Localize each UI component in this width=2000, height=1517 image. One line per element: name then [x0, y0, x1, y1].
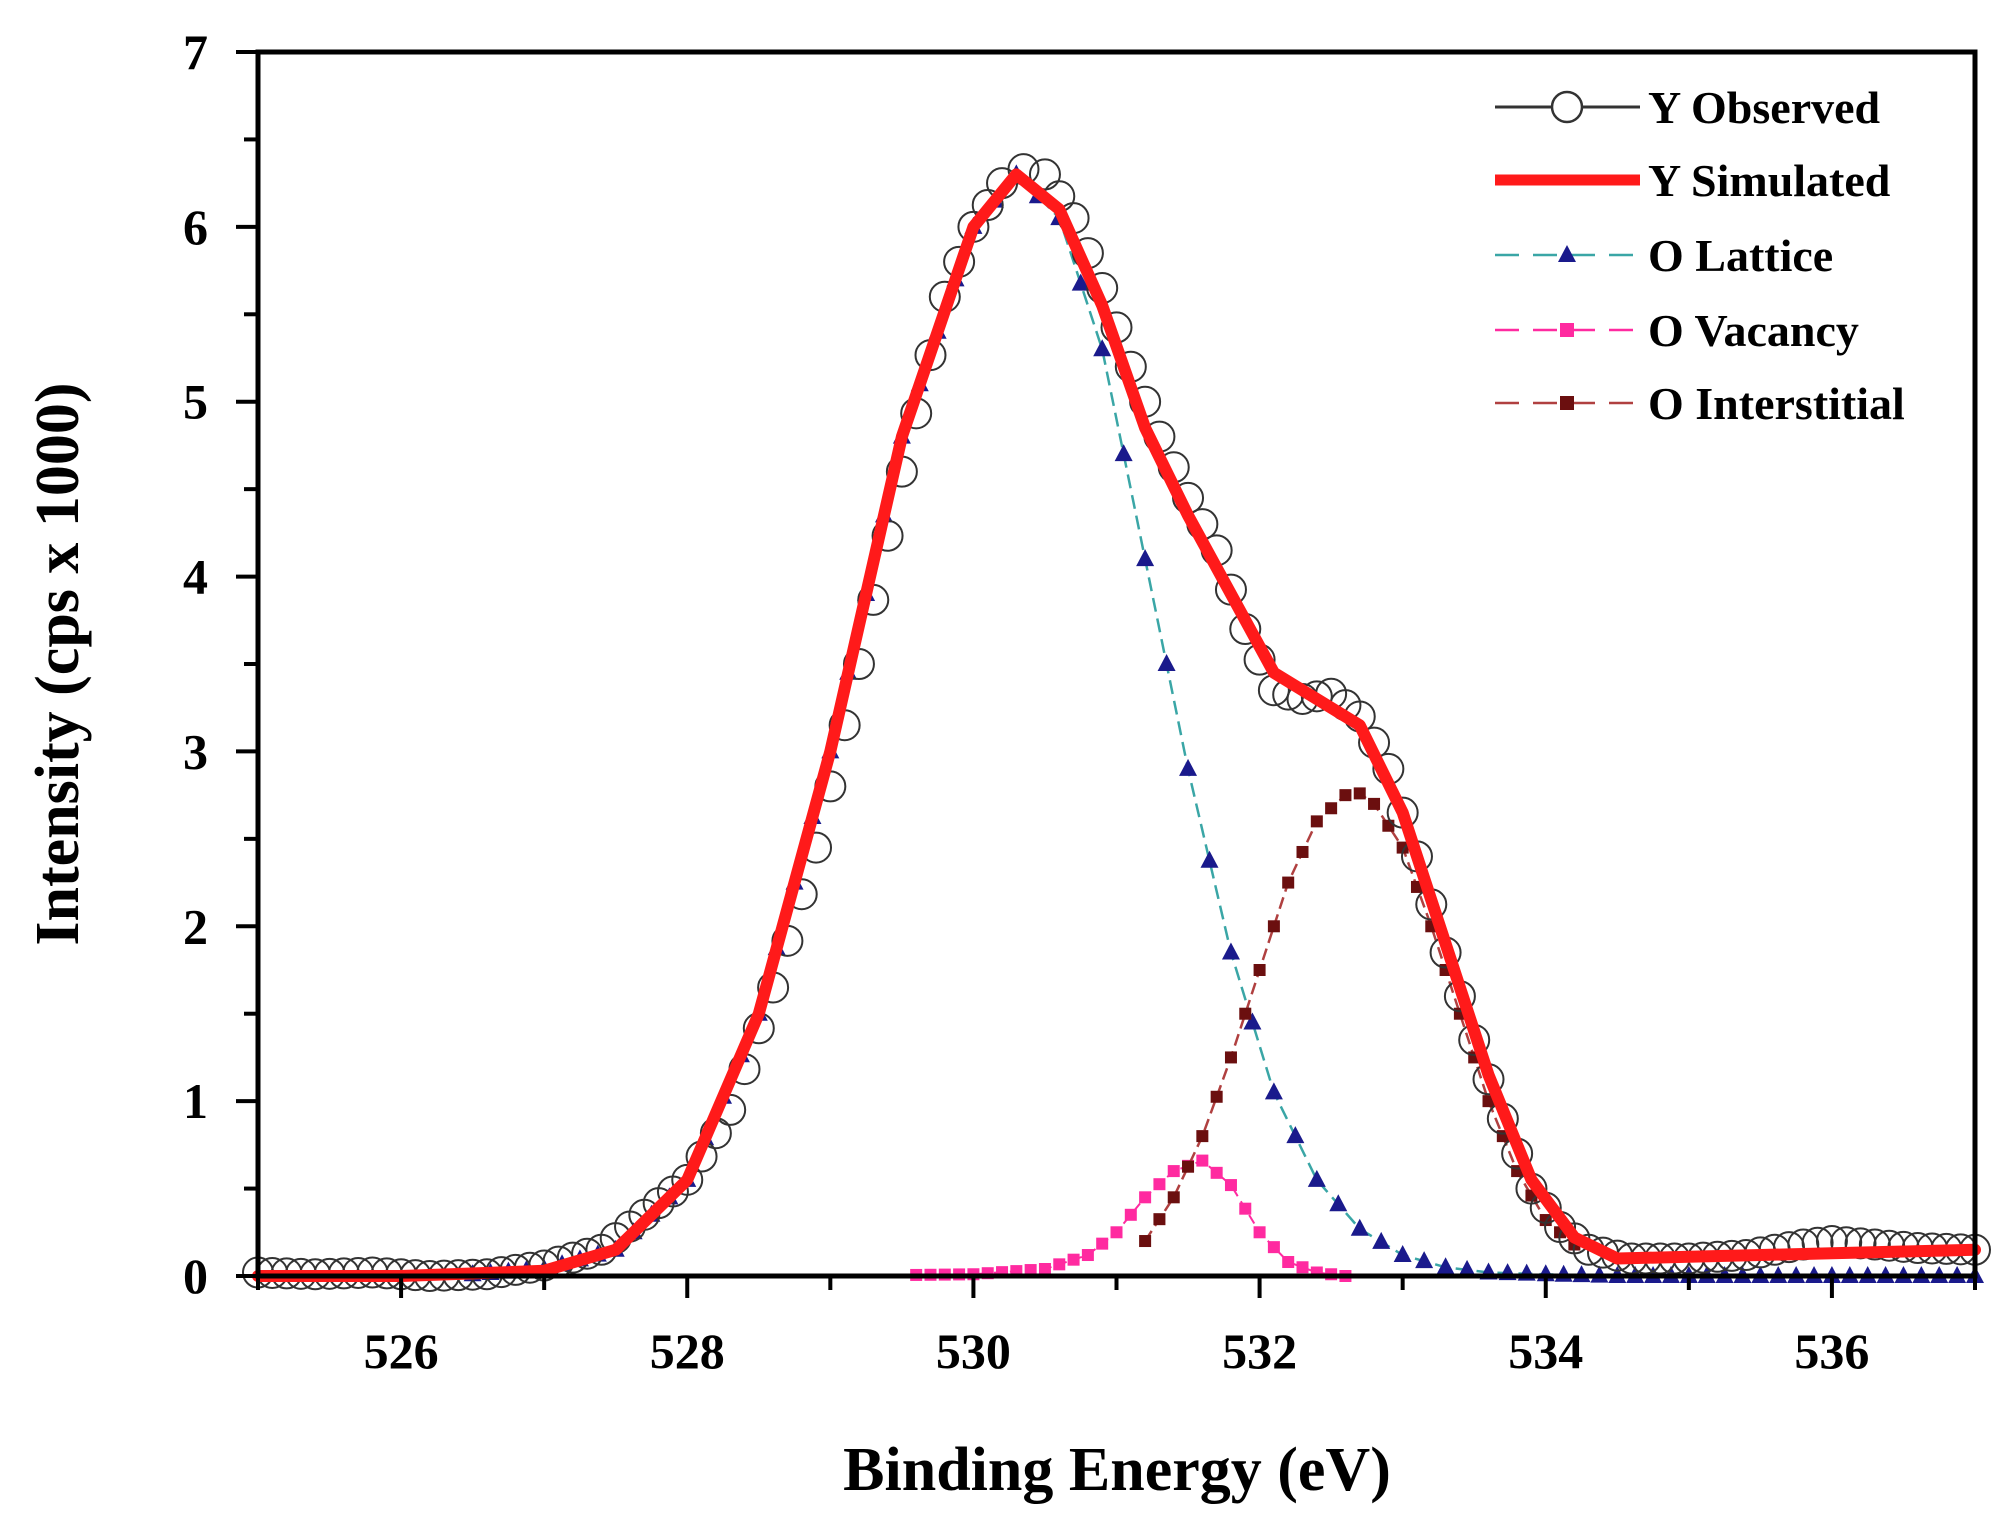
- y-tick-label: 2: [183, 898, 208, 954]
- o-lattice-marker: [1415, 1251, 1434, 1269]
- series-layer: [242, 153, 1991, 1292]
- x-tick-label: 526: [364, 1323, 439, 1379]
- o-lattice-marker: [1286, 1126, 1305, 1144]
- o-lattice-marker: [1200, 850, 1219, 868]
- o-lattice-marker: [1114, 444, 1133, 462]
- o-lattice-marker: [1157, 654, 1176, 671]
- legend-item: Y Observed: [1495, 82, 1881, 133]
- o-interstitial-marker: [1482, 1095, 1495, 1108]
- o-interstitial-marker: [1196, 1130, 1209, 1143]
- o-lattice-marker: [1179, 758, 1198, 776]
- o-vacancy-marker: [1267, 1241, 1280, 1254]
- o-vacancy-marker: [1224, 1179, 1237, 1192]
- o-lattice-marker: [1393, 1245, 1412, 1263]
- y-tick-label: 1: [183, 1073, 208, 1129]
- o-interstitial-marker: [1239, 1007, 1252, 1020]
- y-tick-label: 6: [183, 199, 208, 255]
- o-interstitial-marker: [1224, 1051, 1237, 1064]
- o-interstitial-marker: [1210, 1090, 1223, 1103]
- o-lattice-marker: [1243, 1012, 1262, 1030]
- o-vacancy-marker: [1139, 1191, 1152, 1204]
- legend-swatch-marker: [1550, 90, 1584, 124]
- legend-label: O Interstitial: [1648, 378, 1905, 429]
- o-lattice-marker: [1307, 1169, 1326, 1187]
- o-vacancy-marker: [1096, 1237, 1109, 1250]
- x-tick-label: 530: [936, 1323, 1011, 1379]
- o-lattice-marker: [1221, 942, 1240, 960]
- o-lattice-marker: [1329, 1194, 1348, 1212]
- legend: Y Observed Y Simulated O Lattice O Vacancy O…: [1495, 82, 1905, 429]
- o-lattice-marker: [1264, 1082, 1283, 1100]
- o-interstitial-marker: [1310, 815, 1323, 828]
- o-vacancy-marker: [1124, 1208, 1137, 1221]
- o-lattice-marker: [1093, 339, 1112, 357]
- o-lattice-marker: [1136, 549, 1155, 567]
- o-vacancy-marker: [1253, 1226, 1266, 1239]
- o-vacancy-marker: [1153, 1178, 1166, 1191]
- legend-label: Y Observed: [1648, 82, 1881, 133]
- o-interstitial-marker: [1325, 802, 1338, 815]
- o-interstitial-marker: [1368, 797, 1381, 810]
- o-interstitial-marker: [1282, 876, 1295, 889]
- o-vacancy-marker: [1053, 1258, 1066, 1271]
- legend-swatch-marker: [1560, 396, 1574, 410]
- x-tick-label: 536: [1794, 1323, 1869, 1379]
- o-interstitial-marker: [1153, 1213, 1166, 1226]
- x-tick-label: 534: [1508, 1323, 1583, 1379]
- y-tick-label: 0: [183, 1248, 208, 1304]
- o-interstitial-marker: [1339, 789, 1352, 802]
- o-interstitial-marker: [1167, 1191, 1180, 1204]
- y-tick-label: 7: [183, 24, 208, 80]
- y-axis-title: Intensity (cps x 1000): [24, 382, 92, 945]
- y-observed-marker: [1858, 1228, 1891, 1261]
- x-axis-title: Binding Energy (eV): [843, 1436, 1391, 1504]
- legend-item: O Vacancy: [1495, 305, 1859, 356]
- y-tick-label: 3: [183, 723, 208, 779]
- o-interstitial-marker: [1139, 1235, 1152, 1248]
- o-lattice-marker: [1350, 1218, 1369, 1236]
- ticks-layer: 526 528 530 532 534 536 0 1 2 3 4 5 6 7: [183, 24, 1977, 1379]
- o-vacancy-marker: [1038, 1263, 1051, 1276]
- legend-item: Y Simulated: [1495, 155, 1891, 206]
- o-interstitial-marker: [1396, 841, 1409, 854]
- o-vacancy-marker: [1024, 1264, 1037, 1277]
- o-interstitial-marker: [1382, 819, 1395, 832]
- o-vacancy-marker: [1167, 1165, 1180, 1178]
- o-vacancy-marker: [1239, 1202, 1252, 1215]
- y-tick-label: 4: [183, 549, 208, 605]
- o-vacancy-marker: [1282, 1256, 1295, 1269]
- o-interstitial-marker: [1353, 787, 1366, 800]
- legend-label: O Vacancy: [1648, 305, 1859, 356]
- o-lattice-marker: [1436, 1257, 1455, 1275]
- legend-swatch-marker: [1560, 323, 1574, 337]
- x-tick-label: 528: [650, 1323, 725, 1379]
- o-lattice-marker: [1071, 273, 1090, 291]
- legend-swatch-marker: [1558, 245, 1576, 262]
- o-vacancy-marker: [1110, 1226, 1123, 1239]
- o-vacancy-marker: [1210, 1166, 1223, 1179]
- o-interstitial-marker: [1267, 920, 1280, 933]
- o-vacancy-marker: [1196, 1154, 1209, 1167]
- legend-label: O Lattice: [1648, 230, 1833, 281]
- o-interstitial-marker: [1296, 845, 1309, 858]
- y-tick-label: 5: [183, 374, 208, 430]
- x-tick-label: 532: [1222, 1323, 1297, 1379]
- o-lattice-marker: [1372, 1231, 1391, 1249]
- o-lattice-marker: [1458, 1259, 1477, 1277]
- legend-item: O Lattice: [1495, 230, 1833, 281]
- o-interstitial-marker: [1253, 964, 1266, 976]
- legend-label: Y Simulated: [1648, 155, 1891, 206]
- o-interstitial-marker: [1182, 1160, 1195, 1173]
- series-y-simulated: [252, 168, 1981, 1282]
- o-vacancy-marker: [1081, 1249, 1094, 1262]
- legend-item: O Interstitial: [1495, 378, 1905, 429]
- y-simulated-line: [252, 168, 1981, 1282]
- o-vacancy-marker: [1296, 1261, 1309, 1274]
- o-vacancy-marker: [1067, 1253, 1080, 1266]
